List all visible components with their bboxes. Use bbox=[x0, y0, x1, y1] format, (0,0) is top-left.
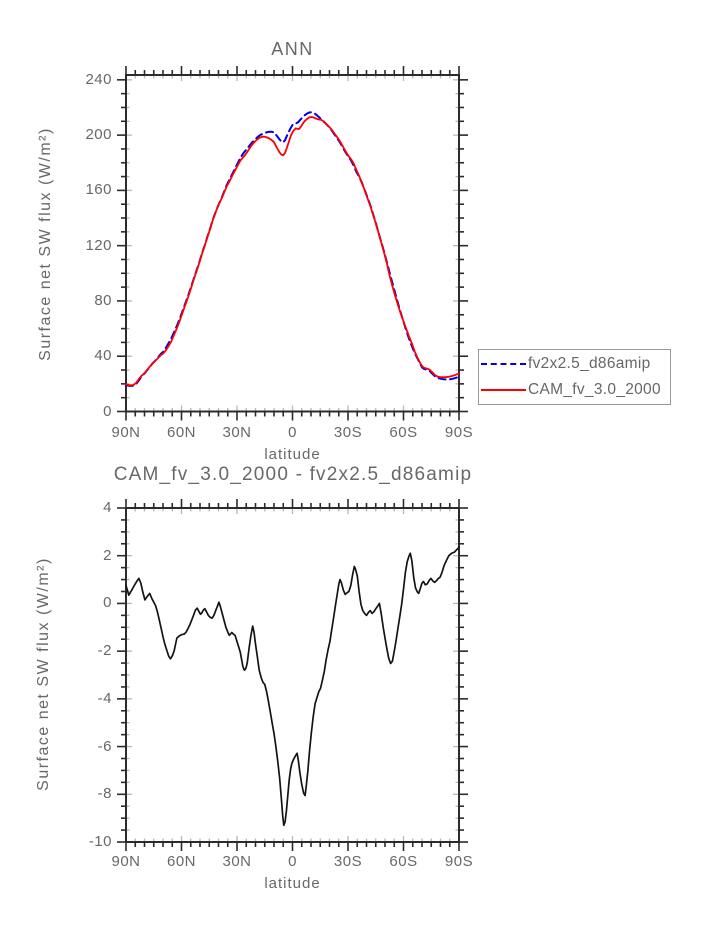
x-tick-label: 30N bbox=[222, 853, 252, 870]
series-fv2x2.5_d86amip bbox=[125, 111, 460, 387]
bottom-panel-x-axis-label: latitude bbox=[264, 875, 321, 892]
y-tick-label: 40 bbox=[94, 347, 112, 365]
series-difference bbox=[125, 546, 460, 827]
y-tick-label: 2 bbox=[103, 546, 112, 564]
y-tick-label: 120 bbox=[85, 236, 112, 254]
y-tick-label: 4 bbox=[103, 499, 112, 516]
y-tick-label: 240 bbox=[85, 70, 112, 88]
legend-item: CAM_fv_3.0_2000 bbox=[479, 378, 670, 402]
top-panel-y-axis-label: Surface net SW flux (W/m²) bbox=[37, 127, 54, 361]
y-tick-label: 160 bbox=[85, 181, 112, 199]
x-tick-label: 0 bbox=[288, 853, 297, 870]
y-tick-label: -10 bbox=[88, 833, 112, 850]
x-tick-label: 60N bbox=[166, 424, 197, 441]
x-tick-label: 30S bbox=[333, 424, 363, 441]
top-panel-x-axis-label: latitude bbox=[264, 446, 321, 463]
legend-item-label: CAM_fv_3.0_2000 bbox=[528, 381, 661, 398]
top-panel-title: ANN bbox=[271, 39, 314, 59]
y-tick-label: 0 bbox=[103, 402, 112, 420]
y-tick-label: -4 bbox=[97, 689, 112, 707]
y-tick-label: 0 bbox=[103, 594, 112, 612]
x-tick-label: 90S bbox=[444, 424, 474, 441]
y-tick-label: -8 bbox=[97, 785, 112, 803]
x-tick-label: 60S bbox=[389, 853, 418, 870]
x-tick-label: 0 bbox=[288, 424, 297, 441]
x-tick-label: 30S bbox=[333, 853, 363, 870]
series-CAM_fv_3.0_2000 bbox=[125, 116, 460, 387]
x-tick-label: 60S bbox=[389, 424, 418, 441]
x-tick-label: 90S bbox=[444, 853, 474, 870]
y-tick-label: 200 bbox=[85, 126, 112, 144]
legend-item-label: fv2x2.5_d86amip bbox=[528, 355, 651, 372]
x-tick-label: 30N bbox=[222, 424, 252, 441]
y-tick-label: -6 bbox=[97, 737, 112, 755]
bottom-panel-y-axis-label: Surface net SW flux (W/m²) bbox=[35, 557, 52, 791]
x-tick-label: 60N bbox=[166, 853, 197, 870]
x-tick-label: 90N bbox=[111, 853, 141, 870]
y-tick-label: 80 bbox=[94, 291, 112, 309]
y-tick-label: -2 bbox=[97, 642, 112, 660]
x-tick-label: 90N bbox=[111, 424, 141, 441]
legend: fv2x2.5_d86amip CAM_fv_3.0_2000 bbox=[478, 349, 671, 405]
panel bbox=[117, 66, 468, 421]
panel bbox=[117, 499, 468, 851]
solid-line-sample-icon bbox=[481, 389, 526, 391]
dashed-line-sample-icon bbox=[481, 363, 526, 365]
legend-item: fv2x2.5_d86amip bbox=[479, 352, 670, 376]
bottom-panel-title: CAM_fv_3.0_2000 - fv2x2.5_d86amip bbox=[113, 464, 473, 485]
